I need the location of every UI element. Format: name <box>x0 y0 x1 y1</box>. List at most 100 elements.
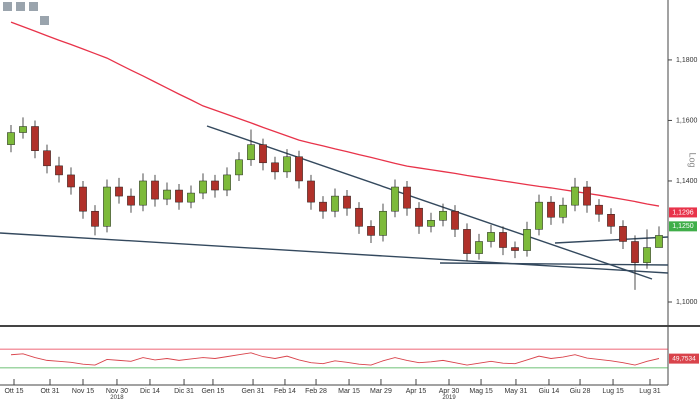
x-tick-label: Apr 15 <box>406 388 427 395</box>
candle-body <box>403 186 411 209</box>
x-tick-label: Apr 30 <box>439 388 460 395</box>
candle-body <box>595 204 603 215</box>
candle-body <box>211 180 219 191</box>
candle-body <box>235 159 243 176</box>
candle-body <box>307 180 315 203</box>
candle-body <box>655 235 663 248</box>
candle-body <box>487 232 495 242</box>
scale-mode[interactable]: Log <box>688 152 698 167</box>
x-tick-label: Feb 28 <box>305 388 327 395</box>
tool-button[interactable] <box>40 16 49 25</box>
x-tick-label: Nov 30 <box>106 388 128 395</box>
candle-body <box>523 229 531 251</box>
candle-body <box>31 126 39 151</box>
candle-body <box>343 195 351 209</box>
x-tick-label: Mar 29 <box>370 388 392 395</box>
x-tick-label: Dic 14 <box>140 388 160 395</box>
candle-body <box>571 186 579 206</box>
toolbar <box>3 2 49 25</box>
x-tick-label: Giu 28 <box>570 388 591 395</box>
x-tick-label: Gen 31 <box>242 388 265 395</box>
y-tick-label: 1,1800 <box>676 57 698 64</box>
candle-body <box>283 156 291 173</box>
oscillator-line <box>10 352 660 366</box>
x-tick-label: Ott 31 <box>40 388 59 395</box>
candle-body <box>163 189 171 200</box>
x-tick-label: Mag 15 <box>469 388 492 395</box>
moving-average <box>10 21 660 207</box>
price-label: 1,1296 <box>672 209 694 216</box>
candle-body <box>127 195 135 206</box>
candle-body <box>427 220 435 227</box>
tool-button[interactable] <box>29 2 38 11</box>
x-tick-label: Lug 31 <box>639 388 661 395</box>
candle-body <box>451 210 459 230</box>
y-tick-label: 1,1600 <box>676 117 698 124</box>
candle-body <box>463 229 471 254</box>
trend-line <box>554 236 669 244</box>
x-tick-label: Lug 15 <box>602 388 624 395</box>
candle-body <box>55 165 63 176</box>
candle-body <box>379 210 387 236</box>
candle-body <box>619 226 627 242</box>
x-tick-label: Ott 15 <box>4 388 23 395</box>
x-tick-label: Nov 15 <box>72 388 94 395</box>
tool-button[interactable] <box>16 2 25 11</box>
candle-body <box>103 186 111 227</box>
candle-body <box>295 156 303 182</box>
candle-body <box>151 180 159 200</box>
candle-body <box>607 213 615 227</box>
x-tick-label: Feb 14 <box>274 388 296 395</box>
candle-body <box>583 186 591 206</box>
candle-body <box>559 204 567 218</box>
trend-lines <box>0 125 669 280</box>
candle-body <box>7 132 15 145</box>
x-tick-label: May 31 <box>504 388 527 395</box>
candle-body <box>139 180 147 206</box>
candle-body <box>223 174 231 191</box>
candle-body <box>115 186 123 197</box>
price-label-box <box>669 221 697 232</box>
candle-body <box>199 180 207 194</box>
candle-body <box>247 144 255 161</box>
year-label: 2018 <box>110 395 124 400</box>
oscillator-label: 49,7534 <box>672 355 696 362</box>
candle-body <box>511 247 519 251</box>
tool-button[interactable] <box>3 2 12 11</box>
candle-body <box>439 210 447 221</box>
candle-body <box>175 189 183 203</box>
candle-body <box>355 207 363 227</box>
year-label: 2019 <box>442 395 456 400</box>
candle-body <box>631 241 639 263</box>
candle-body <box>547 201 555 218</box>
price-label-box <box>669 207 697 218</box>
candle-body <box>19 126 27 133</box>
candle-body <box>535 201 543 230</box>
candle-body <box>367 226 375 236</box>
trend-line <box>206 125 653 280</box>
price-label: 1,1250 <box>672 223 694 230</box>
y-tick-label: 1,1000 <box>676 299 698 306</box>
candle-body <box>331 195 339 212</box>
candle-body <box>319 201 327 212</box>
candle-body <box>43 150 51 167</box>
candle-body <box>79 186 87 212</box>
candle-body <box>187 192 195 203</box>
candle-body <box>91 210 99 227</box>
candle-body <box>415 207 423 227</box>
oscillator-label-box <box>669 353 699 364</box>
x-tick-label: Giu 14 <box>539 388 560 395</box>
x-tick-label: Mar 15 <box>338 388 360 395</box>
candle-body <box>259 144 267 164</box>
candle-body <box>475 241 483 254</box>
candle-body <box>643 247 651 263</box>
candle-body <box>391 186 399 212</box>
candle-body <box>499 232 507 248</box>
x-tick-label: Gen 15 <box>201 388 224 395</box>
x-tick-label: Dic 31 <box>174 388 194 395</box>
candle-body <box>67 174 75 188</box>
y-tick-label: 1,1400 <box>676 178 698 185</box>
trend-line <box>439 262 669 266</box>
